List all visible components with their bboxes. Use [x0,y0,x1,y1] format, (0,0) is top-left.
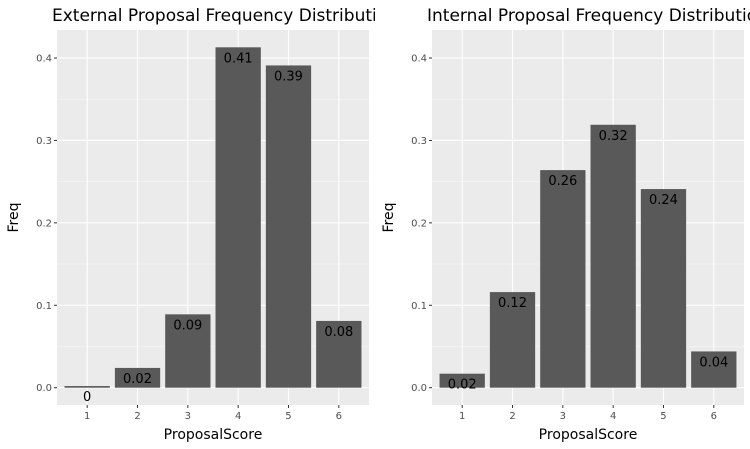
bar-value-label: 0.24 [649,193,678,208]
y-axis-title: Freq [381,203,397,233]
bar-value-label: 0.02 [448,378,477,393]
bar-1 [64,386,110,388]
bar-6 [691,351,737,388]
y-tick-label: 0.2 [411,218,427,229]
bar-2 [489,292,536,388]
x-tick-label: 1 [84,411,90,422]
bar-value-label: 0.41 [224,51,253,66]
bar-value-label: 0.02 [123,372,152,387]
bar-value-label: 0.09 [173,318,202,333]
bar-5 [640,189,687,388]
x-axis-title: ProposalScore [539,427,638,443]
x-tick-label: 4 [235,411,241,422]
x-tick-label: 6 [336,411,342,422]
x-tick-label: 3 [560,411,566,422]
bar-6 [316,320,362,388]
y-tick-label: 0.4 [36,54,52,65]
bar-3 [540,170,586,388]
y-tick-label: 0.1 [36,301,52,312]
bar-value-label: 0.04 [699,355,728,370]
y-axis-title: Freq [6,203,22,233]
y-tick-label: 0.4 [411,54,427,65]
bar-5 [265,65,312,388]
bar-value-label: 0.12 [498,296,527,311]
x-tick-label: 1 [459,411,465,422]
x-tick-label: 6 [711,411,717,422]
x-tick-label: 5 [285,411,291,422]
bar-4 [590,124,636,388]
bar-4 [215,47,261,388]
chart-title: External Proposal Frequency Distribution [52,6,375,26]
bar-value-label: 0.39 [274,69,303,84]
y-tick-label: 0.1 [411,301,427,312]
internal-chart-svg: 0.02 0.12 0.26 0.32 0.24 0.04 0.0 0.1 0.2 0.3 0.4 1… [381,6,750,443]
x-tick-label: 2 [134,411,140,422]
bar-2 [114,367,161,388]
x-tick-label: 4 [610,411,616,422]
y-tick-label: 0.3 [411,136,427,147]
bar-3 [165,314,211,388]
y-tick-label: 0.0 [411,383,427,394]
chart-title: Internal Proposal Frequency Distribution [427,6,750,26]
bar-value-label: 0.26 [548,174,577,189]
x-axis-title: ProposalScore [164,427,263,443]
y-tick-label: 0.0 [36,383,52,394]
plot-background [432,30,744,405]
bar-value-label: 0.32 [599,129,628,144]
y-tick-label: 0.3 [36,136,52,147]
external-chart-panel: 0 0.02 0.09 0.41 0.39 0.08 0.0 0.1 0.2 0.3 0.4 1 2 3 4… [6,6,375,443]
x-tick-label: 3 [185,411,191,422]
y-tick-label: 0.2 [36,218,52,229]
x-tick-label: 5 [660,411,666,422]
x-tick-label: 2 [509,411,515,422]
bar-1 [439,373,485,388]
internal-chart-panel: 0.02 0.12 0.26 0.32 0.24 0.04 0.0 0.1 0.2 0.3 0.4 1… [375,0,750,449]
external-chart-svg: 00.020.090.410.390.080.00.10.20.30.41 2 3 4… [6,6,375,443]
bar-value-label: 0 [83,390,91,405]
bar-value-label: 0.08 [324,325,353,340]
